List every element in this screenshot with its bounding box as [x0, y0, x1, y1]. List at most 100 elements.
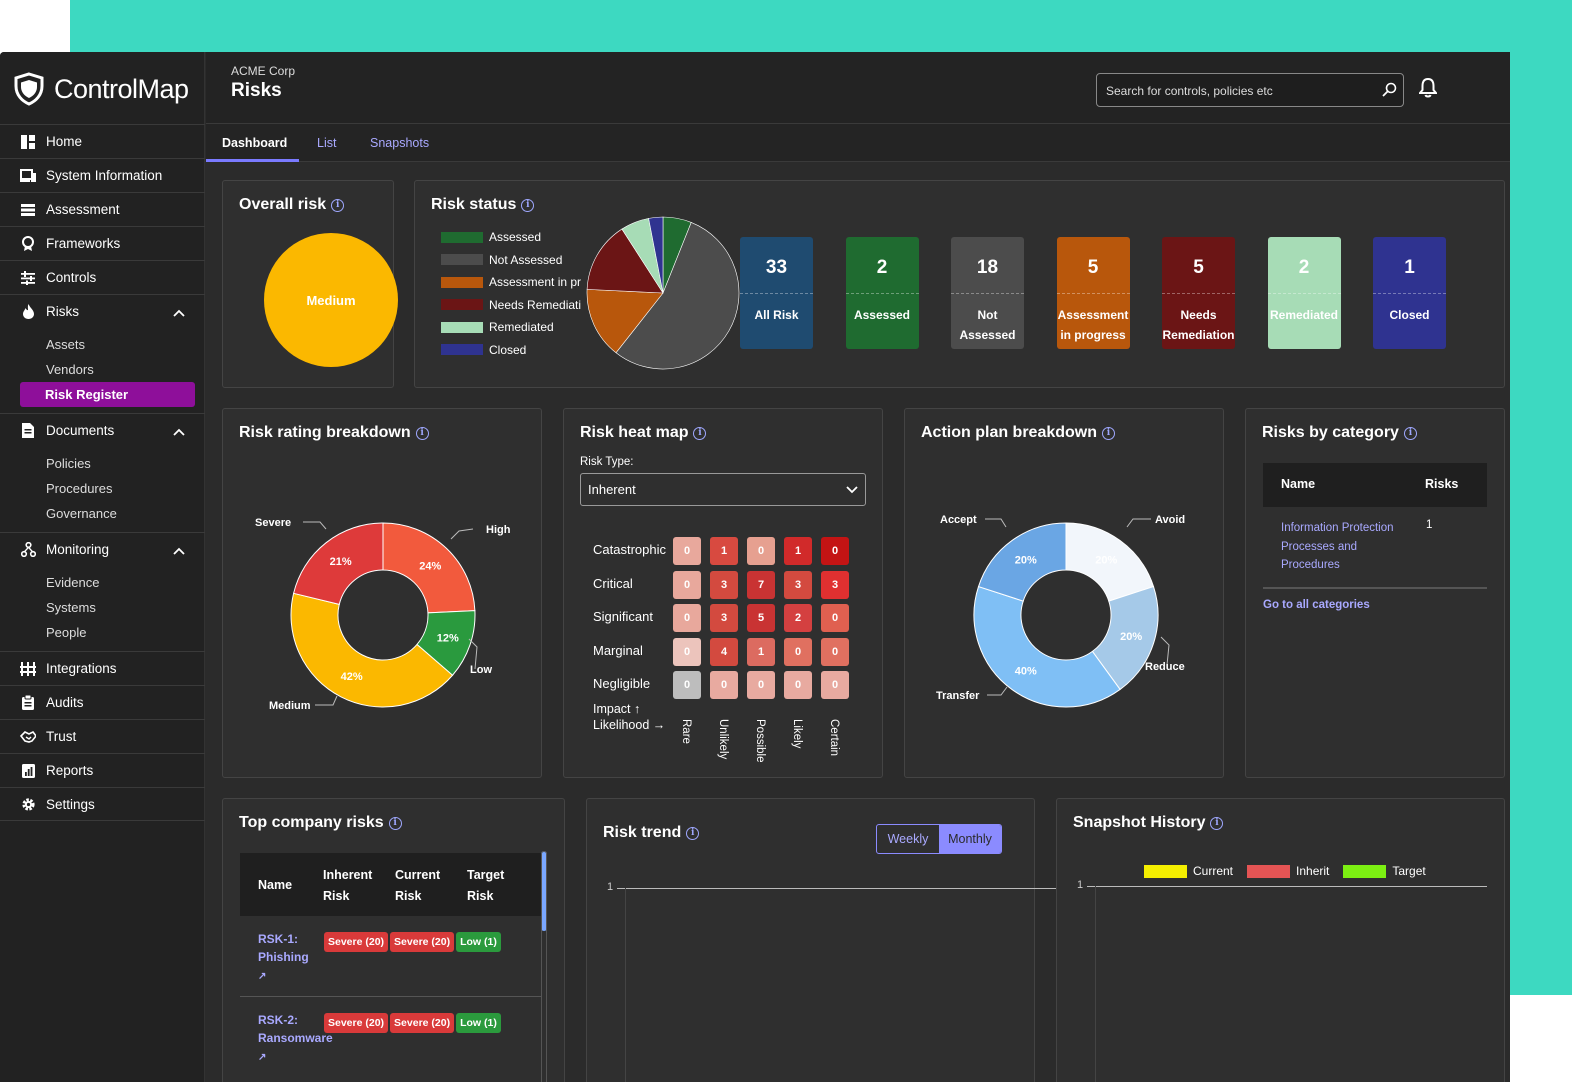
status-tile[interactable]: 5 Assessment in progress [1056, 237, 1130, 349]
sidebar-item-risk-register[interactable]: Risk Register [20, 382, 195, 407]
sidebar-item-audits[interactable]: Audits [0, 685, 205, 719]
risk-link[interactable]: RSK-2: Ransomware ↗ [258, 1013, 333, 1063]
heat-map-cell[interactable]: 0 [747, 537, 775, 565]
period-toggle[interactable]: Weekly Monthly [876, 824, 1002, 854]
heat-map-cell[interactable]: 0 [821, 637, 849, 666]
heat-map-cell[interactable]: 0 [784, 671, 812, 699]
info-icon[interactable]: i [1102, 426, 1116, 440]
sidebar-item-reports[interactable]: Reports [0, 753, 205, 787]
sidebar-item-people[interactable]: People [46, 625, 87, 640]
search-input[interactable]: Search for controls, policies etc [1096, 73, 1404, 107]
sidebar-item-evidence[interactable]: Evidence [46, 575, 100, 590]
sidebar-item-governance[interactable]: Governance [46, 506, 117, 521]
chevron-up-icon[interactable] [173, 424, 185, 439]
sidebar-item-home[interactable]: Home [0, 124, 205, 158]
heat-map-cell[interactable]: 0 [673, 570, 701, 599]
heat-map-cell[interactable]: 1 [784, 537, 812, 565]
pie-slice[interactable] [615, 222, 740, 370]
sidebar-item-policies[interactable]: Policies [46, 456, 91, 471]
tab-list[interactable]: List [317, 136, 337, 150]
heat-map-cell[interactable]: 1 [747, 637, 775, 666]
heat-map-cell[interactable]: 1 [710, 537, 738, 565]
legend-item[interactable]: Remediated [441, 316, 581, 339]
legend-item[interactable]: Assessment in pr [441, 271, 581, 294]
heat-map-cell[interactable]: 0 [821, 604, 849, 632]
heat-map-cell[interactable]: 0 [673, 637, 701, 666]
tab-dashboard[interactable]: Dashboard [222, 136, 288, 150]
status-tile[interactable]: 2 Remediated [1267, 237, 1341, 349]
heat-map-cell[interactable]: 0 [673, 537, 701, 565]
scrollbar-track[interactable] [541, 851, 547, 1082]
info-icon[interactable]: i [693, 426, 707, 440]
chevron-up-icon[interactable] [173, 543, 185, 558]
pie-slice[interactable] [586, 289, 664, 354]
heat-map-cell[interactable]: 3 [784, 570, 812, 599]
info-icon[interactable]: i [1210, 816, 1224, 830]
legend-item[interactable]: Needs Remediati [441, 294, 581, 317]
toggle-weekly[interactable]: Weekly [887, 832, 929, 846]
heat-map-cell[interactable]: 5 [747, 604, 775, 632]
status-tile[interactable]: 2 Assessed [845, 237, 919, 349]
risk-status-pie-chart[interactable] [585, 215, 741, 371]
donut-slice[interactable] [382, 522, 476, 614]
bell-icon[interactable] [1417, 77, 1439, 103]
sidebar-item-assets[interactable]: Assets [46, 337, 86, 352]
legend-item[interactable]: Closed [441, 339, 581, 362]
legend-item[interactable]: Assessed [441, 226, 581, 249]
search-icon[interactable] [1382, 82, 1397, 102]
category-link[interactable]: Information Protection Processes and Pro… [1281, 522, 1394, 571]
sidebar-item-vendors[interactable]: Vendors [46, 362, 94, 377]
legend-item[interactable]: Not Assessed [441, 249, 581, 272]
risk-link[interactable]: RSK-1: Phishing ↗ [258, 932, 309, 982]
all-categories-link[interactable]: Go to all categories [1263, 599, 1370, 611]
info-icon[interactable]: i [415, 426, 429, 440]
sidebar-item-systems[interactable]: Systems [46, 600, 96, 615]
heat-map-cell[interactable]: 0 [747, 671, 775, 699]
heat-map-cell[interactable]: 0 [710, 671, 738, 699]
tab-snapshots[interactable]: Snapshots [370, 136, 430, 150]
sidebar-item-frameworks[interactable]: Frameworks [0, 226, 205, 260]
toggle-monthly[interactable]: Monthly [939, 825, 1001, 853]
info-icon[interactable]: i [388, 816, 402, 830]
heat-map-cell[interactable]: 0 [673, 604, 701, 632]
donut-slice[interactable] [290, 592, 454, 708]
sidebar-item-system-information[interactable]: System Information [0, 158, 205, 192]
status-tile[interactable]: 18 Not Assessed [951, 237, 1024, 349]
sidebar-item-procedures[interactable]: Procedures [46, 481, 113, 496]
chevron-up-icon[interactable] [173, 305, 185, 320]
donut-slice[interactable] [977, 522, 1067, 602]
heat-map-cell[interactable]: 3 [821, 570, 849, 599]
sidebar-item-controls[interactable]: Controls [0, 260, 205, 294]
scrollbar-thumb[interactable] [541, 851, 547, 931]
info-icon[interactable]: i [521, 198, 535, 212]
info-icon[interactable]: i [686, 826, 700, 840]
donut-slice[interactable] [973, 585, 1121, 708]
sidebar-item-assessment[interactable]: Assessment [0, 192, 205, 226]
pie-slice[interactable] [586, 228, 664, 294]
sidebar-item-documents[interactable]: Documents [0, 413, 205, 447]
risk-rating-donut-chart[interactable]: 24% 12% 42% 21% Severe High Low Medium [223, 489, 543, 749]
heat-map-cell[interactable]: 2 [784, 604, 812, 632]
action-plan-donut-chart[interactable]: 20% 20% 40% 20% Accept Avoid Reduce Transfe… [905, 489, 1225, 749]
external-link-icon[interactable]: ↗ [258, 971, 267, 982]
heat-map-cell[interactable]: 0 [821, 671, 849, 699]
heat-map-cell[interactable]: 4 [710, 637, 738, 666]
risk-type-select[interactable]: Inherent [580, 473, 866, 506]
sidebar-item-risks[interactable]: Risks [0, 294, 205, 328]
heat-map-cell[interactable]: 3 [710, 604, 738, 632]
heat-map-cell[interactable]: 3 [710, 570, 738, 599]
donut-slice[interactable] [292, 522, 384, 605]
status-tile[interactable]: 1 Closed [1373, 237, 1446, 349]
heat-map-cell[interactable]: 7 [747, 570, 775, 599]
status-tile[interactable]: 33 All Risk [740, 237, 813, 349]
sidebar-item-integrations[interactable]: Integrations [0, 651, 205, 685]
pie-slice[interactable] [648, 216, 664, 294]
external-link-icon[interactable]: ↗ [258, 1052, 267, 1063]
logo[interactable]: ControlMap [12, 72, 189, 106]
heat-map-cell[interactable]: 0 [821, 537, 849, 565]
status-tile[interactable]: 5 Needs Remediation [1162, 237, 1235, 349]
info-icon[interactable]: i [1403, 426, 1417, 440]
heat-map-cell[interactable]: 0 [784, 637, 812, 666]
sidebar-item-settings[interactable]: Settings [0, 787, 205, 821]
legend-item[interactable]: Inherit [1247, 860, 1329, 883]
